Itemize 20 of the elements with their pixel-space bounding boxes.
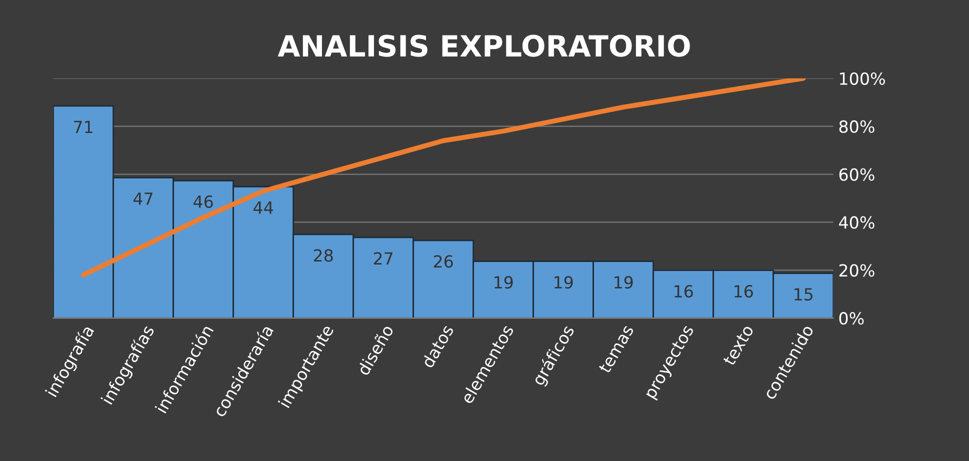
y2-tick-label: 20% bbox=[839, 264, 874, 277]
data-label: 47 bbox=[134, 192, 152, 205]
y2-tick-label: 80% bbox=[839, 120, 874, 133]
chart-title: ANALISIS EXPLORATORIO bbox=[278, 34, 690, 57]
data-label: 16 bbox=[674, 285, 693, 298]
data-label: 28 bbox=[314, 249, 333, 262]
y2-tick-label: 40% bbox=[839, 216, 874, 229]
data-label: 27 bbox=[374, 252, 392, 265]
data-label: 46 bbox=[194, 195, 213, 208]
data-label: 26 bbox=[434, 255, 453, 268]
data-label: 19 bbox=[614, 276, 633, 289]
y2-tick-label: 0% bbox=[839, 312, 864, 325]
data-label: 16 bbox=[734, 285, 753, 298]
data-label: 71 bbox=[74, 120, 92, 134]
y2-tick-label: 100% bbox=[840, 72, 885, 85]
data-label: 44 bbox=[254, 202, 273, 214]
data-label: 15 bbox=[794, 288, 812, 301]
data-label: 19 bbox=[554, 276, 573, 289]
data-label: 19 bbox=[494, 276, 513, 289]
y2-tick-label: 60% bbox=[839, 168, 874, 181]
